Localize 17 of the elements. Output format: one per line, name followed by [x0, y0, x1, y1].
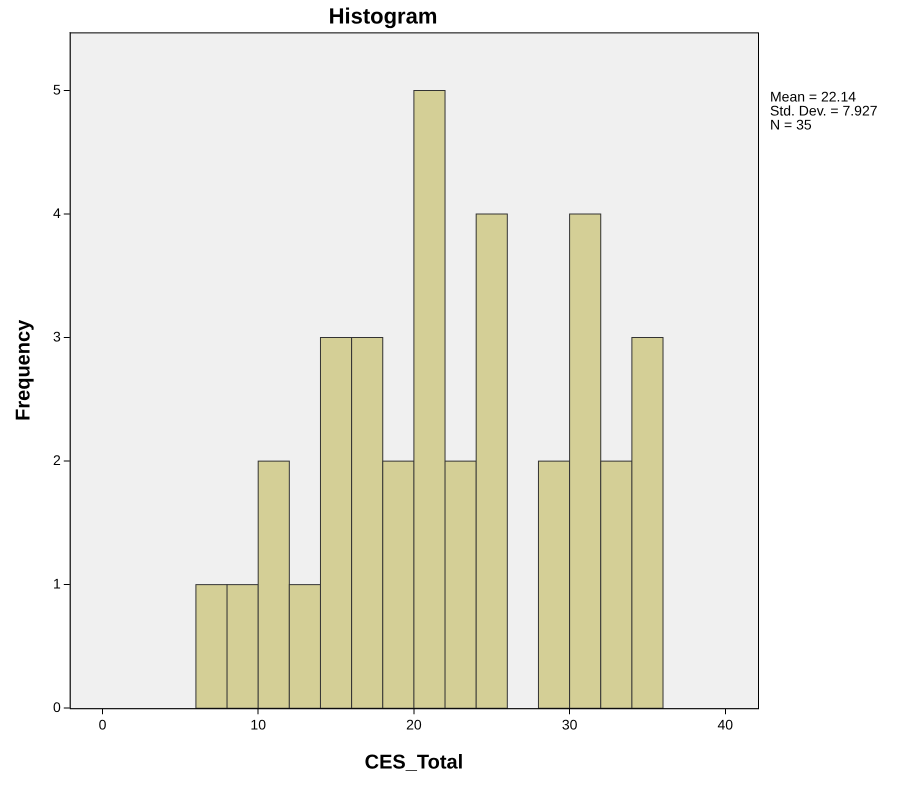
x-axis-title: CES_Total	[364, 752, 464, 774]
x-tick-label: 10	[250, 716, 266, 732]
y-axis-title: Frequency	[12, 318, 35, 421]
x-tick-label: 30	[562, 716, 578, 732]
x-tick-label: 20	[406, 716, 422, 732]
y-tick-label: 2	[52, 452, 61, 468]
text: Std. Dev. = 7.927	[770, 102, 878, 118]
chart-title: Histogram	[328, 3, 438, 28]
text: Mean = 22.14	[770, 88, 856, 104]
y-tick-label: 5	[52, 81, 61, 98]
y-tick-label: 3	[52, 328, 61, 344]
text: N = 35	[770, 116, 812, 132]
y-tick-label: 0	[52, 699, 61, 716]
y-tick-label: 4	[52, 204, 61, 221]
x-tick-label: 0	[98, 716, 107, 732]
y-tick-label: 1	[52, 576, 61, 592]
x-tick-label: 40	[718, 716, 734, 732]
